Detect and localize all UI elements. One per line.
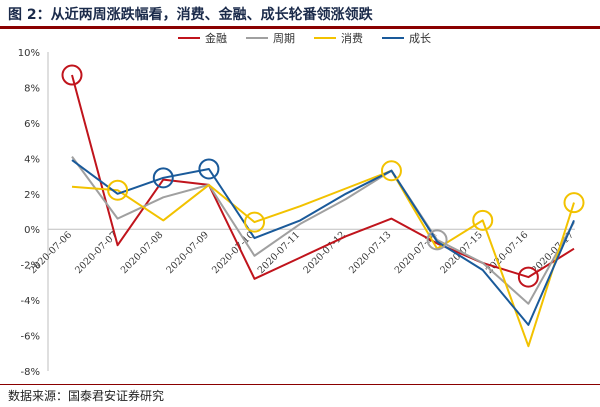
highlight-circle [244, 211, 266, 233]
y-tick-label: 6% [24, 119, 40, 130]
series-line-成长 [71, 159, 575, 326]
y-tick-label: 8% [24, 83, 40, 94]
highlight-layer [61, 64, 585, 288]
y-tick-label: -4% [21, 296, 40, 307]
highlight-circle [107, 179, 129, 201]
series-line-金融 [71, 74, 575, 280]
highlight-circle [198, 158, 220, 180]
series-line-周期 [71, 156, 575, 305]
highlight-circle [426, 229, 448, 251]
y-axis: 10% 8% 6% 4% 2% 0% -2% -4% -6% -8% [18, 48, 49, 378]
chart-legend: 金融 周期 消费 成长 [178, 31, 431, 45]
title-rule [0, 26, 600, 29]
highlight-circle [517, 266, 539, 288]
y-tick-label: 2% [24, 190, 40, 201]
highlight-circle [472, 209, 494, 231]
legend-label: 消费 [341, 31, 363, 45]
y-tick-label: 0% [24, 225, 40, 236]
x-tick-label: 2020-07-06 [28, 230, 75, 277]
y-tick-label: -8% [21, 367, 40, 378]
x-tick-label: 2020-07-07 [73, 230, 120, 277]
legend-label: 金融 [205, 31, 227, 45]
legend-label: 周期 [273, 32, 295, 45]
y-tick-label: -6% [21, 332, 40, 343]
x-tick-label: 2020-07-11 [256, 230, 303, 277]
y-tick-label: 10% [18, 48, 40, 59]
source-rule [0, 384, 600, 385]
x-tick-label: 2020-07-09 [165, 230, 212, 277]
highlight-circle [563, 192, 585, 214]
highlight-circle [152, 167, 174, 189]
y-tick-label: 4% [24, 154, 40, 165]
y-tick-label: -2% [21, 261, 40, 272]
series-layer [71, 74, 575, 348]
figure-title: 图 2：从近两周涨跌幅看，消费、金融、成长轮番领涨领跌 [8, 7, 373, 23]
x-tick-label: 2020-07-08 [119, 230, 166, 277]
legend-label: 成长 [409, 32, 431, 45]
x-tick-label: 2020-07-14 [393, 230, 440, 277]
x-tick-label: 2020-07-13 [347, 230, 394, 277]
series-line-消费 [71, 169, 575, 348]
figure-source: 数据来源：国泰君安证券研究 [8, 389, 165, 403]
highlight-circle [380, 160, 402, 182]
highlight-circle [61, 64, 83, 86]
line-chart: 金融 周期 消费 成长 10% 8% 6% 4% 2% 0% -2% -4% -6% -8% 2020-… [18, 31, 585, 378]
title-bar: 图 2：从近两周涨跌幅看，消费、金融、成长轮番领涨领跌 [0, 0, 600, 29]
